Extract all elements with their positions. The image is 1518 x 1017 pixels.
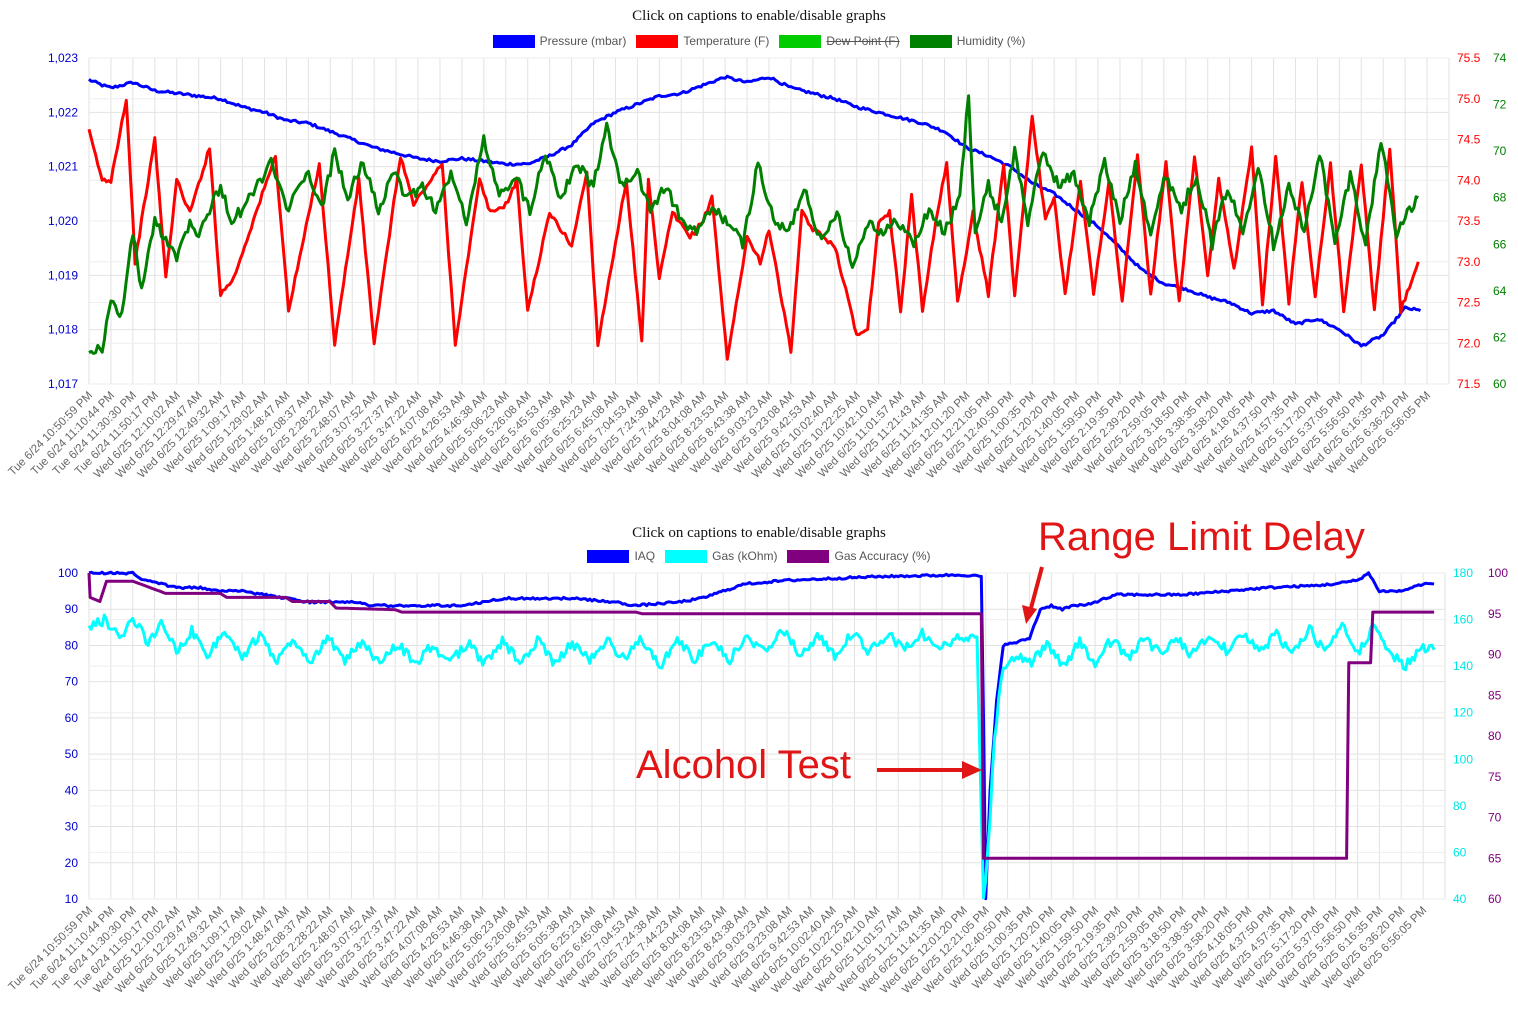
y-tick-label: 70 <box>65 675 79 689</box>
y-tick-label: 80 <box>1453 799 1467 813</box>
series-line-gas-kohm <box>87 613 1436 900</box>
y-tick-label: 66 <box>1493 237 1507 251</box>
y-tick-label: 160 <box>1453 613 1473 627</box>
y-tick-label: 75.5 <box>1457 51 1481 65</box>
y-tick-label: 80 <box>65 638 79 652</box>
y-axis-right-1: 40 60 80 100 120 140 160 180 <box>1453 566 1473 906</box>
legend-swatch <box>492 34 535 48</box>
y-tick-label: 1,023 <box>48 51 78 65</box>
y-tick-label: 20 <box>65 856 79 870</box>
legend-swatch <box>636 34 679 48</box>
legend: Pressure (mbar) Temperature (F) Dew Poin… <box>0 34 1518 48</box>
legend-label: Gas Accuracy (%) <box>834 549 931 563</box>
y-axis-right-2: 60 62 64 66 68 70 72 74 <box>1493 51 1507 391</box>
legend-label: Dew Point (F) <box>826 34 900 48</box>
series-lines <box>87 74 1422 361</box>
y-tick-label: 74.5 <box>1457 133 1481 147</box>
y-tick-label: 180 <box>1453 566 1473 580</box>
legend-label: Gas (kOhm) <box>712 549 778 563</box>
y-tick-label: 85 <box>1488 688 1502 702</box>
legend-swatch <box>665 549 708 563</box>
y-tick-label: 1,021 <box>48 160 78 174</box>
y-tick-label: 1,022 <box>48 105 78 119</box>
y-tick-label: 80 <box>1488 729 1502 743</box>
y-tick-label: 72.5 <box>1457 296 1481 310</box>
y-tick-label: 40 <box>1453 892 1467 906</box>
y-tick-label: 1,017 <box>48 377 78 391</box>
y-tick-label: 74 <box>1493 51 1507 65</box>
y-tick-label: 30 <box>65 820 79 834</box>
series-line-iaq <box>88 570 1435 901</box>
y-axis-left: 1,017 1,018 1,019 1,020 1,021 1,022 1,023 <box>48 51 78 391</box>
legend: IAQ Gas (kOhm) Gas Accuracy (%) <box>0 549 1518 563</box>
legend-item-pressure[interactable]: Pressure (mbar) <box>492 34 627 48</box>
chart-plot-area: 1,0171,0181,0191,0201,0211,0221,02371.57… <box>6 51 1507 482</box>
legend-item-iaq[interactable]: IAQ <box>587 549 655 563</box>
chart-title: Click on captions to enable/disable grap… <box>632 8 886 24</box>
y-tick-label: 75 <box>1488 770 1502 784</box>
y-tick-label: 74.0 <box>1457 173 1481 187</box>
y-tick-label: 71.5 <box>1457 377 1481 391</box>
legend-label: Temperature (F) <box>683 34 770 48</box>
range-limit-delay-label: Range Limit Delay <box>1038 515 1365 559</box>
legend-item-gas-accuracy[interactable]: Gas Accuracy (%) <box>787 549 931 563</box>
y-tick-label: 90 <box>1488 648 1502 662</box>
series-line-temperature-f <box>87 98 1420 361</box>
y-tick-label: 100 <box>58 566 78 580</box>
y-tick-label: 73.5 <box>1457 214 1481 228</box>
y-tick-label: 95 <box>1488 607 1502 621</box>
chart-title: Click on captions to enable/disable grap… <box>632 525 886 541</box>
y-tick-label: 70 <box>1493 144 1507 158</box>
y-tick-label: 72 <box>1493 98 1507 112</box>
legend-label: Pressure (mbar) <box>539 34 627 48</box>
y-axis-left: 10 20 30 40 50 60 70 80 90 100 <box>58 566 78 906</box>
y-tick-label: 10 <box>65 892 79 906</box>
legend-item-temperature[interactable]: Temperature (F) <box>636 34 769 48</box>
gridlines <box>88 572 1446 900</box>
y-tick-label: 60 <box>1453 845 1467 859</box>
y-tick-label: 100 <box>1453 752 1473 766</box>
y-tick-label: 70 <box>1488 811 1502 825</box>
y-tick-label: 140 <box>1453 659 1473 673</box>
legend-swatch <box>779 34 822 48</box>
legend-item-dew-point[interactable]: Dew Point (F) <box>779 34 900 48</box>
y-tick-label: 68 <box>1493 191 1507 205</box>
y-tick-label: 100 <box>1488 566 1508 580</box>
y-tick-label: 120 <box>1453 706 1473 720</box>
y-tick-label: 1,020 <box>48 214 78 228</box>
y-tick-label: 65 <box>1488 851 1502 865</box>
alcohol-test-label: Alcohol Test <box>636 743 851 787</box>
y-tick-label: 73.0 <box>1457 255 1481 269</box>
y-tick-label: 60 <box>65 711 79 725</box>
y-tick-label: 1,019 <box>48 268 78 282</box>
series-line-pressure-mbar <box>88 74 1422 348</box>
legend-item-gas[interactable]: Gas (kOhm) <box>665 549 777 563</box>
y-tick-label: 64 <box>1493 284 1507 298</box>
y-tick-label: 72.0 <box>1457 336 1481 350</box>
chart-plot-area: 10 20 30 40 50 60 70 80 90 100 40 60 80 100 120 140 160 1… <box>6 566 1508 997</box>
y-axis-right-2: 60 65 70 75 80 85 90 95 100 <box>1488 566 1508 906</box>
y-tick-label: 60 <box>1493 377 1507 391</box>
legend-item-humidity[interactable]: Humidity (%) <box>909 34 1026 48</box>
environment-chart: Click on captions to enable/disable grap… <box>0 8 1518 482</box>
y-tick-label: 62 <box>1493 330 1507 344</box>
y-tick-label: 90 <box>65 602 79 616</box>
legend-label: IAQ <box>634 549 656 563</box>
y-tick-label: 75.0 <box>1457 92 1481 106</box>
legend-label: Humidity (%) <box>956 34 1026 48</box>
legend-swatch <box>909 34 952 48</box>
series-line-humidity <box>88 94 1419 355</box>
y-tick-label: 60 <box>1488 892 1502 906</box>
legend-swatch <box>587 549 630 563</box>
legend-swatch <box>787 549 830 563</box>
y-axis-right-1: 71.5 72.0 72.5 73.0 73.5 74.0 74.5 75.0 75.5 <box>1457 51 1481 391</box>
y-tick-label: 40 <box>65 783 79 797</box>
y-tick-label: 1,018 <box>48 323 78 337</box>
air-quality-chart: Click on captions to enable/disable grap… <box>0 512 1518 1017</box>
series-lines <box>87 570 1436 901</box>
y-tick-label: 50 <box>65 747 79 761</box>
series-line-gas-accuracy <box>87 572 1435 860</box>
